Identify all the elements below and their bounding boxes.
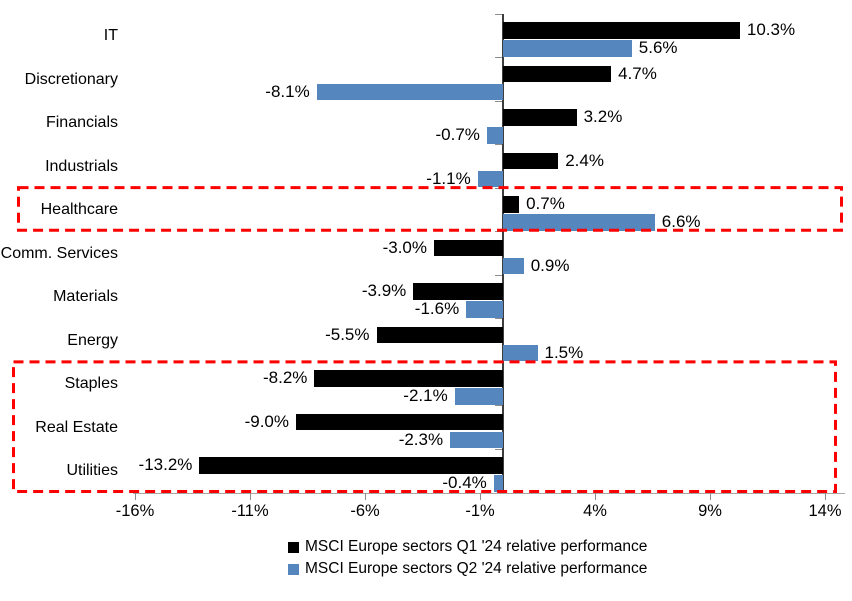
value-label-q2-energy: 1.5% xyxy=(544,342,584,362)
value-label-q1-energy: -5.5% xyxy=(325,324,370,344)
value-label-q2-it: 5.6% xyxy=(638,38,678,57)
bar-q1-real-estate xyxy=(296,413,503,431)
y-axis-tick xyxy=(494,318,502,320)
value-label-q1-comm-services: -3.0% xyxy=(382,237,427,257)
y-axis-tick xyxy=(494,187,502,189)
x-tick-label: -11% xyxy=(231,502,269,520)
value-label-q1-discretionary: 4.7% xyxy=(618,63,657,83)
y-axis-tick xyxy=(494,13,502,15)
bar-q2-it xyxy=(503,40,632,57)
bar-q1-industrials xyxy=(503,152,559,170)
bar-q1-healthcare xyxy=(503,196,520,213)
bar-q2-materials xyxy=(466,301,503,318)
value-label-q1-materials: -3.9% xyxy=(361,281,407,301)
x-axis-tick xyxy=(364,493,366,500)
value-label-q2-real-estate: -2.3% xyxy=(398,429,444,449)
x-axis-tick xyxy=(709,493,711,500)
bar-q1-materials xyxy=(413,283,503,300)
legend: MSCI Europe sectors Q1 '24 relative perf… xyxy=(288,536,647,580)
bar-q1-utilities xyxy=(199,457,503,474)
value-label-q2-staples: -2.1% xyxy=(403,386,448,406)
bar-q2-utilities xyxy=(493,475,503,492)
category-label-comm-services: Comm. Services xyxy=(0,244,118,262)
category-label-industrials: Industrials xyxy=(45,157,118,175)
value-label-q2-discretionary: -8.1% xyxy=(265,81,310,101)
category-label-utilities: Utilities xyxy=(66,462,118,480)
x-axis-tick xyxy=(824,493,826,500)
value-label-q1-financials: 3.2% xyxy=(583,107,623,127)
x-axis-tick xyxy=(479,493,481,500)
bar-q1-discretionary xyxy=(503,65,612,83)
value-label-q2-materials: -1.6% xyxy=(414,299,460,319)
y-axis-tick xyxy=(494,144,502,146)
category-label-financials: Financials xyxy=(45,114,118,132)
category-label-healthcare: Healthcare xyxy=(40,201,118,219)
value-label-q2-financials: -0.7% xyxy=(435,125,480,145)
x-axis-line xyxy=(133,493,845,494)
legend-label-q1: MSCI Europe sectors Q1 '24 relative perf… xyxy=(305,538,648,555)
bar-q1-staples xyxy=(314,370,503,387)
legend-item-q2: MSCI Europe sectors Q2 '24 relative perf… xyxy=(288,558,647,580)
value-label-q2-healthcare: 6.6% xyxy=(661,212,701,232)
x-axis-tick xyxy=(594,493,596,500)
x-tick-label: -6% xyxy=(350,502,380,520)
category-label-discretionary: Discretionary xyxy=(24,70,118,88)
category-label-real-estate: Real Estate xyxy=(35,418,118,436)
value-label-q1-real-estate: -9.0% xyxy=(244,411,289,431)
value-label-q2-utilities: -0.4% xyxy=(442,473,487,493)
category-label-it: IT xyxy=(103,27,118,44)
bar-q1-comm-services xyxy=(434,239,503,257)
bar-q2-financials xyxy=(486,127,503,144)
bar-q1-energy xyxy=(376,326,503,344)
value-label-q1-healthcare: 0.7% xyxy=(526,194,565,214)
highlight-box-healthcare xyxy=(17,186,843,232)
y-axis-tick xyxy=(494,361,502,363)
value-label-q2-industrials: -1.1% xyxy=(426,168,471,188)
y-axis-tick xyxy=(494,231,502,233)
y-axis-tick xyxy=(494,405,502,407)
x-tick-label: -16% xyxy=(115,502,155,520)
bar-q1-it xyxy=(503,22,740,39)
y-axis-tick xyxy=(494,274,502,276)
y-axis-tick xyxy=(494,448,502,450)
category-label-materials: Materials xyxy=(53,288,118,306)
bar-q2-industrials xyxy=(477,170,503,188)
bar-q2-comm-services xyxy=(503,257,524,275)
legend-label-q2: MSCI Europe sectors Q2 '24 relative perf… xyxy=(305,560,648,577)
x-tick-label: -1% xyxy=(465,502,495,520)
x-tick-label: 4% xyxy=(583,502,607,520)
value-label-q1-industrials: 2.4% xyxy=(565,150,604,170)
value-label-q1-utilities: -13.2% xyxy=(138,455,193,475)
bar-q2-discretionary xyxy=(316,83,503,101)
x-tick-label: 9% xyxy=(698,502,722,520)
x-tick-label: 14% xyxy=(808,502,842,520)
bar-q2-healthcare xyxy=(503,214,655,231)
y-axis-tick xyxy=(494,100,502,102)
x-axis-tick xyxy=(249,493,251,500)
legend-swatch-q2-icon xyxy=(288,563,299,575)
value-label-q1-it: 10.3% xyxy=(746,20,796,39)
y-axis-tick xyxy=(494,57,502,59)
bar-q2-staples xyxy=(454,388,503,405)
category-label-energy: Energy xyxy=(67,331,118,349)
value-label-q1-staples: -8.2% xyxy=(262,368,308,388)
bar-q2-real-estate xyxy=(450,431,503,449)
bar-q2-energy xyxy=(503,344,538,362)
category-label-staples: Staples xyxy=(64,375,118,393)
legend-swatch-q1-icon xyxy=(288,541,299,553)
value-label-q2-comm-services: 0.9% xyxy=(530,255,570,275)
legend-item-q1: MSCI Europe sectors Q1 '24 relative perf… xyxy=(288,536,647,558)
x-axis-tick xyxy=(134,493,136,500)
bar-q1-financials xyxy=(503,109,577,126)
